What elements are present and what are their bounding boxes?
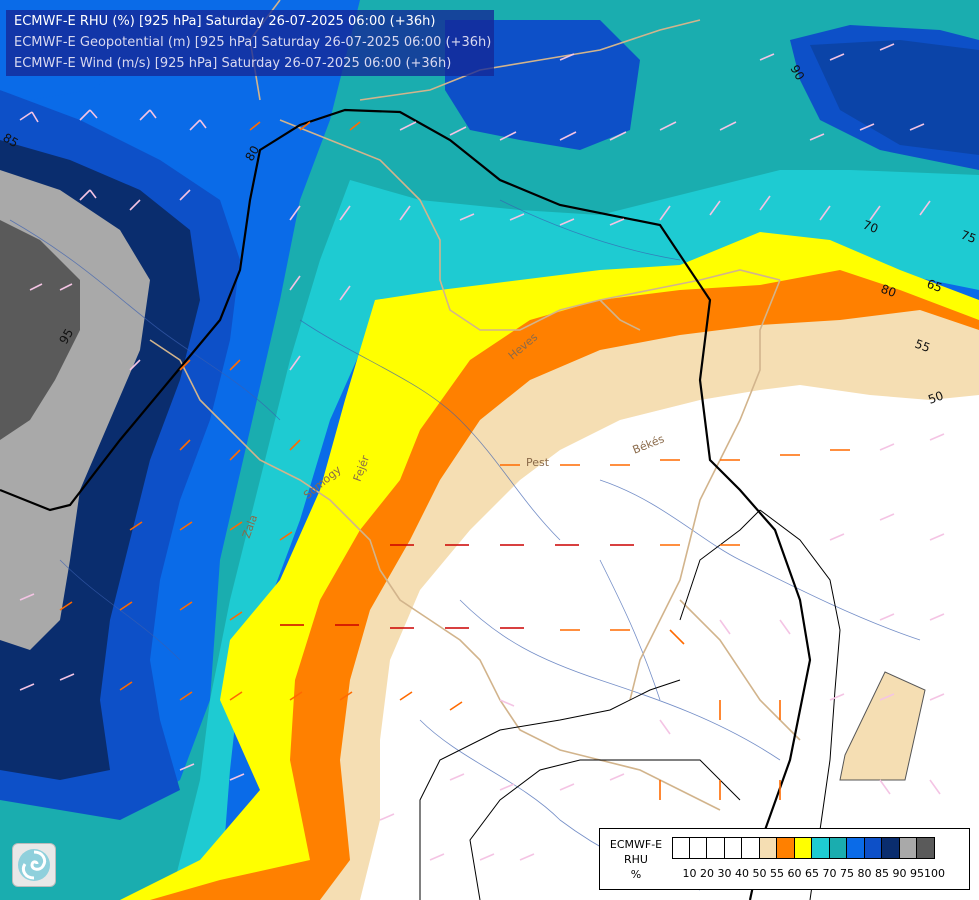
field-85-northeast (790, 25, 979, 170)
legend-tick-label: 95 (910, 867, 924, 880)
legend-tick-label: 40 (735, 867, 749, 880)
contour-label: 85 (1, 130, 21, 150)
legend-title: ECMWF-E RHU % (604, 837, 668, 882)
legend-tick-label: 55 (770, 867, 784, 880)
legend-tick-label: 10 (682, 867, 697, 880)
legend-title-line: ECMWF-E (609, 838, 663, 851)
contour-label: 95 (56, 326, 76, 346)
field-100-band (0, 220, 80, 440)
field-90-northeast (810, 40, 979, 155)
legend-swatch (672, 837, 690, 859)
field-55-patch (839, 671, 926, 781)
contour-label: 80 (242, 143, 262, 163)
legend-swatch (742, 837, 760, 859)
legend-tick-label: 90 (892, 867, 907, 880)
contour-labels: 80 85 95 90 70 75 80 65 55 50 (1, 63, 979, 407)
contour-label: 80 (879, 282, 898, 300)
cyclone-logo-icon (12, 843, 56, 887)
contour-label: 55 (913, 337, 932, 355)
legend-tick-label: 75 (840, 867, 854, 880)
geopotential-contours (0, 108, 812, 900)
legend-swatch (812, 837, 830, 859)
field-50-band (360, 385, 979, 900)
title-geopotential: ECMWF-E Geopotential (m) [925 hPa] Satur… (14, 35, 492, 50)
contour-label: 75 (959, 228, 978, 246)
legend-tick-label: 60 (787, 867, 802, 880)
contour-label: 70 (861, 218, 880, 236)
legend-tick-label: 70 (822, 867, 837, 880)
legend-swatches (672, 837, 935, 859)
map-title-box: ECMWF-E RHU (%) [925 hPa] Saturday 26-07… (6, 10, 494, 76)
legend-title-line: % (630, 868, 642, 881)
legend-tick-label: 30 (717, 867, 732, 880)
legend-swatch (847, 837, 865, 859)
legend-swatch (689, 837, 707, 859)
legend-ticks: 10 20 30 40 50 55 60 65 70 75 80 85 90 95 100 (672, 867, 972, 881)
color-legend: ECMWF-E RHU % 10 20 30 40 50 55 60 65 70 75 80 85 90… (599, 828, 970, 890)
legend-tick-label: 50 (752, 867, 767, 880)
legend-swatch (724, 837, 742, 859)
legend-swatch (707, 837, 725, 859)
legend-tick-label: 65 (805, 867, 819, 880)
legend-swatch (829, 837, 847, 859)
legend-tick-label: 80 (857, 867, 872, 880)
contour-label: 50 (926, 388, 945, 406)
rivers (9, 199, 921, 891)
legend-swatch (777, 837, 795, 859)
legend-title-line: RHU (624, 853, 648, 866)
legend-swatch (759, 837, 777, 859)
place-label-pest: Pest (526, 456, 550, 469)
legend-swatch (917, 837, 935, 859)
contour-label: 65 (925, 277, 944, 295)
title-rhu: ECMWF-E RHU (%) [925 hPa] Saturday 26-07… (14, 14, 436, 29)
title-wind: ECMWF-E Wind (m/s) [925 hPa] Saturday 26… (14, 56, 452, 71)
legend-swatch (882, 837, 900, 859)
legend-swatch (864, 837, 882, 859)
wind-barbs (19, 43, 945, 861)
country-borders (149, 0, 801, 811)
contour-label: 90 (787, 63, 807, 83)
legend-tick-label: 85 (875, 867, 889, 880)
field-70-band (170, 170, 979, 900)
legend-tick-label: 100 (924, 867, 945, 880)
legend-swatch (899, 837, 917, 859)
legend-swatch (794, 837, 812, 859)
legend-tick-label: 20 (700, 867, 714, 880)
